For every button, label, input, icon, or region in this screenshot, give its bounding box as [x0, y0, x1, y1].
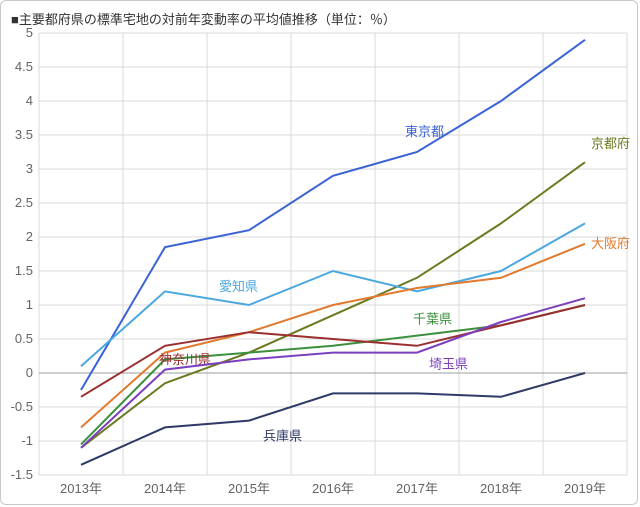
- svg-text:4: 4: [26, 93, 33, 108]
- chart-frame: ■主要都府県の標準宅地の対前年変動率の平均値推移（単位：％） -1.5-1-0.…: [0, 0, 638, 505]
- svg-text:2016年: 2016年: [312, 481, 354, 496]
- svg-text:4.5: 4.5: [15, 59, 33, 74]
- svg-text:埼玉県: 埼玉県: [429, 357, 468, 372]
- svg-text:-1.5: -1.5: [11, 467, 33, 482]
- svg-text:0.5: 0.5: [15, 331, 33, 346]
- svg-text:2018年: 2018年: [480, 481, 522, 496]
- svg-text:5: 5: [26, 25, 33, 40]
- svg-text:2013年: 2013年: [60, 481, 102, 496]
- svg-text:2017年: 2017年: [396, 481, 438, 496]
- svg-text:2.5: 2.5: [15, 195, 33, 210]
- svg-text:1: 1: [26, 297, 33, 312]
- svg-text:1.5: 1.5: [15, 263, 33, 278]
- svg-text:2014年: 2014年: [144, 481, 186, 496]
- svg-text:愛知県: 愛知県: [219, 279, 258, 294]
- svg-text:東京都: 東京都: [405, 124, 444, 139]
- svg-text:2: 2: [26, 229, 33, 244]
- svg-text:大阪府: 大阪府: [591, 236, 630, 251]
- svg-text:-1: -1: [21, 433, 33, 448]
- svg-text:千葉県: 千葉県: [413, 312, 452, 327]
- svg-text:2019年: 2019年: [564, 481, 606, 496]
- svg-text:3.5: 3.5: [15, 127, 33, 142]
- line-chart: -1.5 -1 -0.5 0 0.5 1 1.5 2 2.5 3 3.5 4 4.5 5 2013年 2014…: [1, 1, 637, 504]
- svg-text:0: 0: [26, 365, 33, 380]
- svg-text:京都府: 京都府: [591, 136, 630, 151]
- svg-text:2015年: 2015年: [228, 481, 270, 496]
- svg-text:3: 3: [26, 161, 33, 176]
- svg-text:-0.5: -0.5: [11, 399, 33, 414]
- svg-text:兵庫県: 兵庫県: [263, 429, 302, 444]
